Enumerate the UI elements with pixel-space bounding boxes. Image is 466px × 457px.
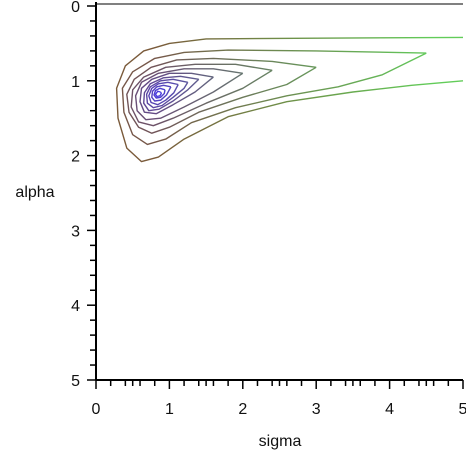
x-axis-title: sigma	[259, 433, 302, 450]
contour-line	[134, 68, 244, 121]
y-tick-label: 0	[71, 0, 80, 16]
x-axis-ticks: 0 1 2 3 4 5	[92, 380, 466, 418]
x-tick-label: 3	[312, 401, 321, 418]
y-tick-label: 1	[71, 74, 80, 91]
contour-line	[145, 78, 189, 109]
contour-line	[151, 84, 172, 102]
y-axis-ticks: 0 1 2 3 4 5	[71, 0, 96, 390]
x-tick-label: 2	[238, 401, 247, 418]
contour-line	[154, 90, 163, 98]
x-tick-label: 0	[92, 401, 101, 418]
contour-line	[153, 87, 166, 99]
y-axis-title: alpha	[15, 184, 54, 201]
x-tick-label: 5	[459, 401, 466, 418]
y-tick-label: 3	[71, 223, 80, 240]
y-tick-label: 4	[71, 298, 80, 315]
y-tick-label: 2	[71, 149, 80, 166]
x-tick-label: 4	[385, 401, 394, 418]
x-tick-label: 1	[165, 401, 174, 418]
contour-line	[126, 57, 317, 134]
contour-line	[142, 75, 200, 112]
contour-line	[148, 81, 179, 106]
contour-line	[121, 49, 427, 146]
contour-line	[130, 63, 273, 127]
contour-line	[115, 36, 464, 163]
y-tick-label: 5	[71, 373, 80, 390]
contour-line	[139, 72, 214, 115]
contour-lines	[115, 36, 464, 163]
